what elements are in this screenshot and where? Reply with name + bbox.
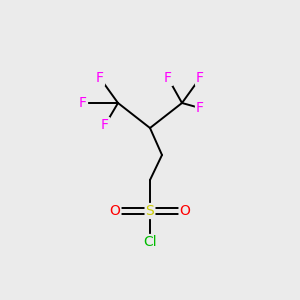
Text: Cl: Cl: [143, 235, 157, 249]
Text: S: S: [146, 204, 154, 218]
Text: F: F: [196, 101, 204, 115]
Text: F: F: [164, 71, 172, 85]
Text: O: O: [180, 204, 190, 218]
Text: F: F: [96, 71, 104, 85]
Text: F: F: [196, 71, 204, 85]
Text: O: O: [110, 204, 120, 218]
Text: F: F: [101, 118, 109, 132]
Text: F: F: [79, 96, 87, 110]
